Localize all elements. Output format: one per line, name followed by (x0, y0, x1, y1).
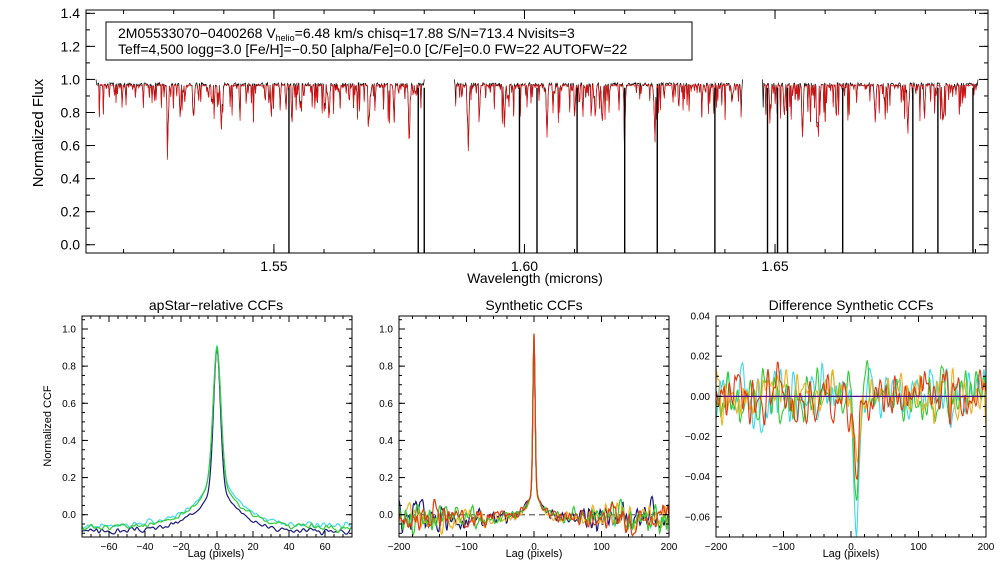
ccf1-plot-area (82, 345, 352, 536)
spectrum-lines (95, 79, 979, 253)
x-tick-label: 0 (214, 542, 220, 553)
legend-line-1-rest: =6.48 km/s chisq=17.88 S/N=713.4 Nvisits… (295, 25, 575, 41)
ccf-series-visit-4 (399, 333, 669, 537)
y-tick-label: 0.2 (62, 473, 76, 484)
ccf2-x-axis-label: Lag (pixels) (506, 548, 563, 560)
y-tick-label: 0.6 (61, 137, 81, 153)
spectrum-frame (85, 9, 989, 254)
y-tick-label: 0.6 (62, 399, 76, 410)
ccf2-series-group (399, 333, 669, 537)
y-tick-label: 1.4 (61, 5, 81, 21)
spectrum-plot-area (95, 79, 979, 253)
y-tick-label: 0.0 (379, 510, 393, 521)
x-tick-label: 0 (848, 542, 854, 553)
x-tick-label: 1.55 (260, 258, 287, 274)
ccf1-axes: −60 −40 −20 0 20 40 60 0.0 0.2 0.4 0.6 0.8 1.0 (62, 316, 353, 553)
model-spectrum-segment (763, 83, 977, 138)
legend-v-subscript: helio (276, 33, 295, 43)
model-spectrum-segment (97, 83, 424, 160)
ccf3-axes: −200 −100 0 100 200 −0.06 −0.04 −0.02 0.00 0.02 0.… (685, 312, 995, 554)
legend-frame (105, 21, 693, 61)
y-tick-label: 1.2 (61, 38, 81, 54)
ccf3-plot-area (716, 360, 986, 537)
y-tick-label: 0.8 (379, 362, 393, 373)
x-tick-label: −200 (388, 542, 411, 553)
y-tick-label: −0.04 (685, 472, 711, 483)
ccf-series-visit-3 (82, 346, 352, 534)
x-tick-label: −200 (705, 542, 728, 553)
y-tick-label: 0.02 (691, 352, 711, 363)
x-tick-label: 60 (319, 542, 331, 553)
ccf2-title: Synthetic CCFs (485, 297, 582, 313)
ccf-series-visit-3 (399, 336, 669, 536)
y-tick-label: 0.8 (62, 362, 76, 373)
x-tick-label: 200 (978, 542, 995, 553)
ccf-panel-synthetic: Synthetic CCFs −200 −100 0 100 200 0.0 0.2 0.4 0… (379, 297, 678, 560)
y-tick-label: 0.2 (61, 204, 81, 220)
ccf3-frame (715, 315, 987, 538)
ccf1-y-axis-label: Normalized CCF (42, 385, 54, 467)
ccf3-title: Difference Synthetic CCFs (769, 297, 934, 313)
ccf-series-visit-2 (399, 333, 669, 536)
ccf-series-visit-2 (82, 345, 352, 530)
x-tick-label: 40 (283, 542, 295, 553)
ccf1-title: apStar−relative CCFs (149, 297, 283, 313)
ccf1-x-axis-label: Lag (pixels) (188, 548, 245, 560)
observed-spectrum-segment (95, 79, 425, 157)
legend-v-symbol: V (266, 25, 276, 41)
y-tick-label: −0.02 (685, 432, 711, 443)
y-tick-label: 0.4 (379, 436, 393, 447)
x-tick-label: 100 (910, 542, 927, 553)
ccf1-series-group (82, 345, 352, 536)
ccf2-plot-area (399, 333, 669, 537)
y-tick-label: 0.8 (61, 104, 81, 120)
x-tick-label: 200 (661, 542, 678, 553)
x-tick-label: −40 (137, 542, 154, 553)
y-tick-label: 0.00 (691, 392, 711, 403)
spectrum-panel: 1.55 1.60 1.65 0.0 0.2 0.4 0.6 0.8 1.0 1.2 1.4 Wav… (30, 5, 989, 286)
y-tick-label: 1.0 (62, 325, 76, 336)
x-tick-label: −100 (772, 542, 795, 553)
x-tick-label: −100 (455, 542, 478, 553)
y-tick-label: 1.0 (379, 325, 393, 336)
y-tick-label: 0.4 (62, 436, 76, 447)
y-tick-label: 0.0 (61, 237, 81, 253)
x-tick-label: 20 (247, 542, 259, 553)
x-tick-label: 0 (531, 542, 537, 553)
legend-line-2: Teff=4,500 logg=3.0 [Fe/H]=−0.50 [alpha/… (118, 41, 627, 57)
ccf-panel-apstar-relative: apStar−relative CCFs −60 −40 −20 0 20 40 60 0.0… (42, 297, 353, 560)
spectrum-axes: 1.55 1.60 1.65 0.0 0.2 0.4 0.6 0.8 1.0 1.2 1.4 (61, 5, 988, 274)
y-tick-label: 0.4 (61, 171, 81, 187)
ccf3-series-group (716, 360, 986, 537)
x-tick-label: −60 (101, 542, 118, 553)
ccf-series-visit-1 (399, 335, 669, 534)
ccf-panel-difference: Difference Synthetic CCFs −200 −100 0 100 20… (685, 297, 995, 560)
spectrum-y-axis-label: Normalized Flux (30, 78, 47, 187)
ccf2-axes: −200 −100 0 100 200 0.0 0.2 0.4 0.6 0.8 1.0 (379, 316, 678, 553)
y-tick-label: 0.04 (691, 312, 711, 323)
legend-star-id: 2M05533070−0400268 (118, 25, 263, 41)
model-spectrum-segment (455, 82, 742, 152)
y-tick-label: 0.6 (379, 399, 393, 410)
ccf-series-visit-1 (82, 347, 352, 536)
spectrum-legend-box: 2M05533070−0400268 Vhelio=6.48 km/s chis… (105, 21, 693, 61)
x-tick-label: 1.60 (511, 258, 538, 274)
ccf3-x-axis-label: Lag (pixels) (823, 548, 880, 560)
y-tick-label: 1.0 (61, 71, 81, 87)
spectrum-x-axis-label: Wavelength (microns) (467, 270, 603, 286)
y-tick-label: 0.2 (379, 473, 393, 484)
y-tick-label: 0.0 (62, 510, 76, 521)
x-tick-label: 1.65 (761, 258, 788, 274)
difference-series-diff-4 (716, 361, 986, 481)
x-tick-label: 100 (593, 542, 610, 553)
y-tick-label: −0.06 (685, 512, 711, 523)
legend-line-1: 2M05533070−0400268 Vhelio=6.48 km/s chis… (118, 25, 575, 43)
x-tick-label: −20 (173, 542, 190, 553)
